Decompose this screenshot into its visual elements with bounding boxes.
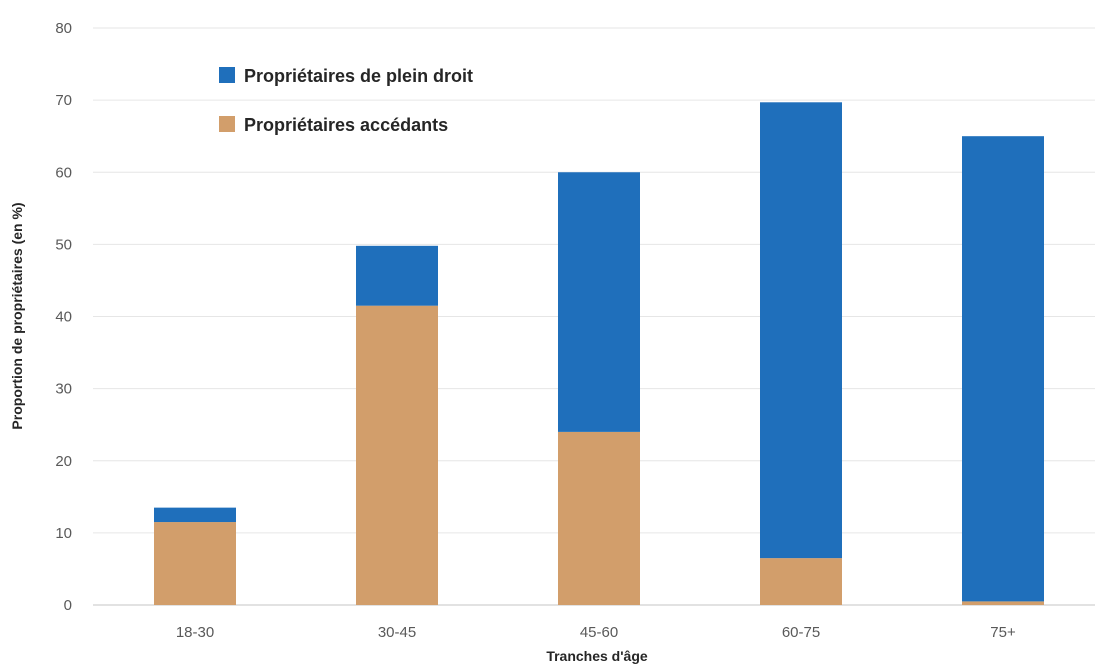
legend-label: Propriétaires accédants (244, 115, 448, 135)
y-tick-label: 40 (55, 309, 72, 326)
bar-segment-plein-droit (760, 102, 842, 559)
bar-segment-plein-droit (154, 507, 236, 523)
legend-swatch (219, 116, 235, 132)
x-tick-label: 30-45 (378, 624, 416, 641)
bar-segment-plein-droit (356, 245, 438, 306)
bar-segment-plein-droit (558, 172, 640, 432)
x-tick-label: 18-30 (176, 624, 214, 641)
x-axis-ticks: 18-30 30-45 45-60 60-75 75+ (176, 624, 1016, 641)
x-tick-label: 75+ (990, 624, 1016, 641)
legend: Propriétaires de plein droit Propriétaire… (219, 66, 473, 135)
y-tick-label: 0 (64, 597, 72, 614)
x-tick-label: 45-60 (580, 624, 618, 641)
x-tick-label: 60-75 (782, 624, 820, 641)
bar-segment-accedants (356, 305, 438, 605)
y-axis-title: Proportion de propriétaires (en %) (9, 202, 25, 429)
bar-segment-accedants (962, 601, 1044, 605)
y-axis-ticks: 0 10 20 30 40 50 60 70 80 (55, 20, 72, 614)
bar-segment-accedants (154, 522, 236, 605)
y-tick-label: 20 (55, 453, 72, 470)
bar-segment-accedants (760, 558, 842, 605)
y-tick-label: 30 (55, 381, 72, 398)
x-axis-title: Tranches d'âge (546, 648, 648, 664)
legend-swatch (219, 67, 235, 83)
bar-segment-accedants (558, 431, 640, 605)
y-tick-label: 60 (55, 164, 72, 181)
y-tick-label: 50 (55, 236, 72, 253)
y-tick-label: 70 (55, 92, 72, 109)
legend-label: Propriétaires de plein droit (244, 66, 473, 86)
bar-segment-plein-droit (962, 136, 1044, 602)
y-tick-label: 10 (55, 525, 72, 542)
bars (154, 102, 1044, 605)
y-tick-label: 80 (55, 20, 72, 37)
